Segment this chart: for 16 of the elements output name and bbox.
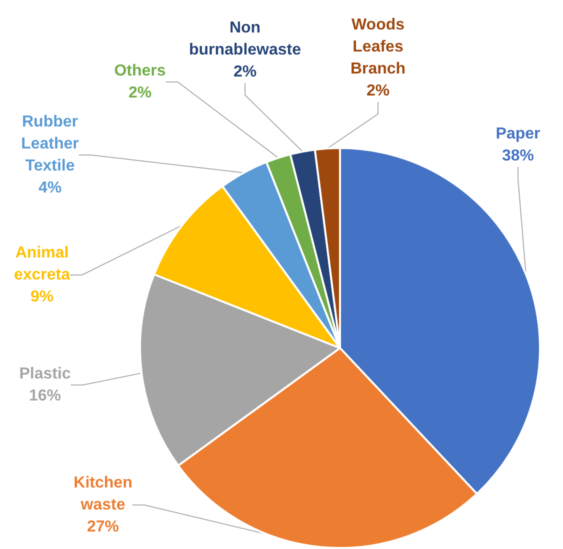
slice-label: Rubber Leather Textile [21, 114, 79, 174]
data-label: 38% [502, 148, 534, 164]
slice-label: Others [114, 62, 166, 80]
data-label: 2% [128, 84, 152, 102]
slice-label: Animal excreta [14, 244, 70, 284]
data-label: 9% [30, 288, 54, 306]
data-label: 2% [366, 82, 390, 100]
slice-label: Non burnablewaste [188, 20, 302, 58]
data-label: 4% [38, 180, 62, 196]
data-label: 16% [28, 388, 62, 404]
slice-label: Paper [496, 126, 540, 142]
slice-label: Plastic [19, 366, 71, 382]
slice-label: Woods Leafes Branch [350, 16, 406, 78]
data-label: 2% [233, 64, 257, 80]
slice-label: Kitchen waste [74, 474, 132, 514]
data-label: 27% [86, 518, 120, 536]
